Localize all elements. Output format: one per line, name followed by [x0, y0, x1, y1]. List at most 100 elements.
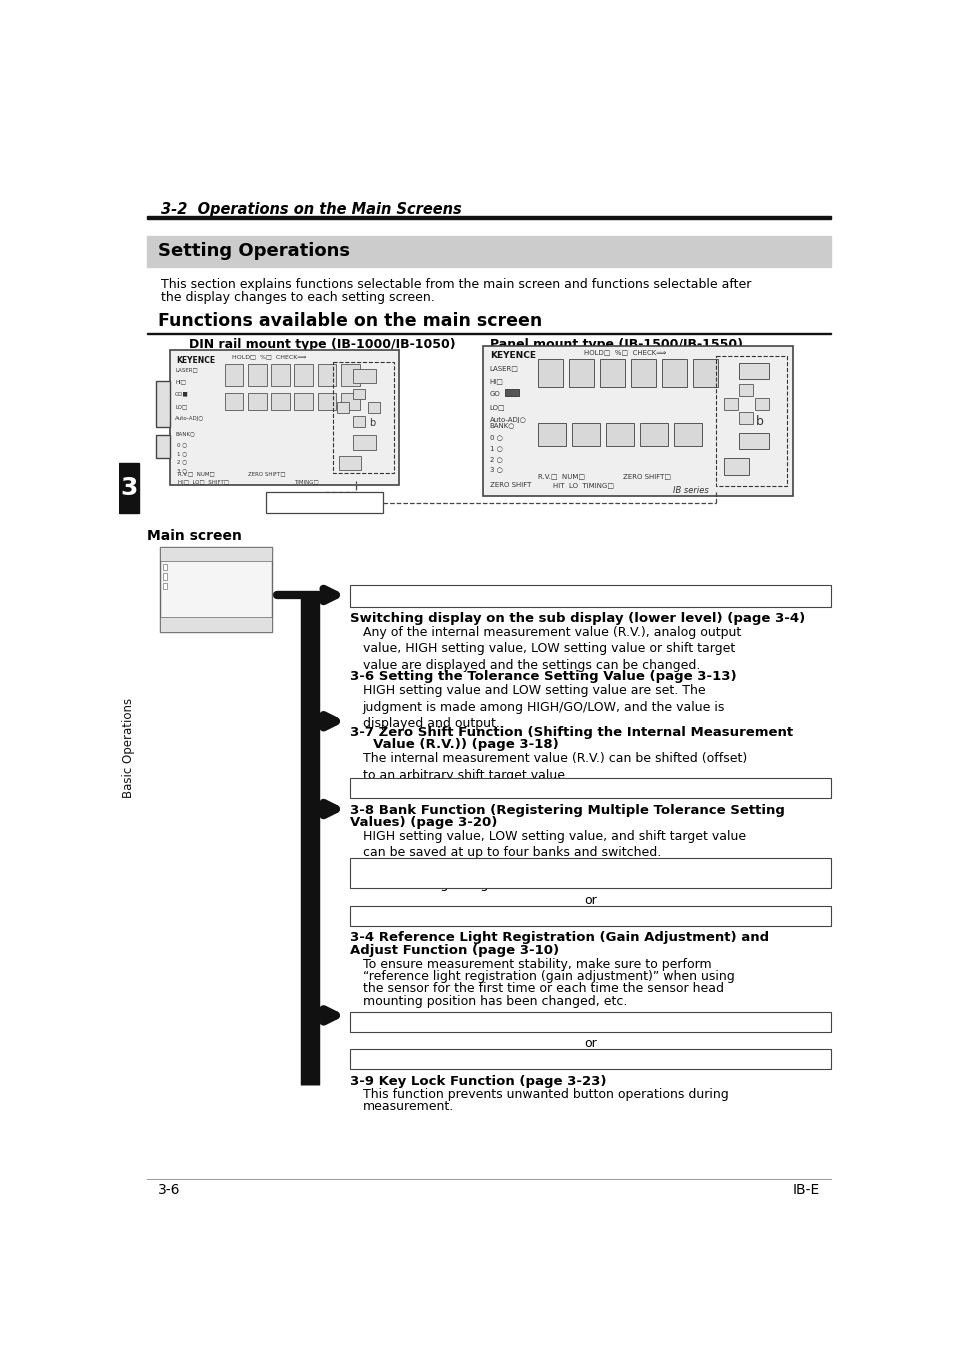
Bar — [723, 397, 737, 410]
Text: TIMING□: TIMING□ — [294, 479, 319, 484]
Text: LO□: LO□ — [489, 404, 505, 410]
Text: “reference light registration (gain adjustment)” when using: “reference light registration (gain adju… — [362, 969, 734, 983]
Bar — [271, 393, 290, 410]
Bar — [159, 548, 272, 561]
Text: 0 ○: 0 ○ — [176, 442, 187, 448]
Text: Values) (page 3-20): Values) (page 3-20) — [350, 817, 497, 829]
Bar — [353, 369, 375, 383]
Bar — [350, 1049, 830, 1069]
Bar — [723, 458, 748, 475]
Text: 3-7 Zero Shift Function (Shifting the Internal Measurement: 3-7 Zero Shift Function (Shifting the In… — [350, 726, 793, 740]
Text: This section explains functions selectable from the main screen and functions se: This section explains functions selectab… — [161, 277, 751, 291]
Bar — [537, 422, 565, 446]
Bar — [639, 422, 667, 446]
Text: the display changes to each setting screen.: the display changes to each setting scre… — [161, 291, 435, 304]
Text: 3-6: 3-6 — [158, 1183, 180, 1198]
Text: Press the [MODE] and ▼ buttons for approx. 2 seconds.: Press the [MODE] and ▼ buttons for appro… — [356, 1053, 723, 1067]
Text: 8: 8 — [344, 366, 353, 380]
Text: Value (R.V.)) (page 3-18): Value (R.V.)) (page 3-18) — [350, 738, 558, 752]
Text: HI□: HI□ — [174, 380, 186, 384]
Text: measurement.: measurement. — [362, 1101, 454, 1113]
Text: or: or — [583, 1037, 597, 1051]
Text: 8: 8 — [633, 362, 644, 380]
Text: b: b — [369, 418, 375, 427]
Bar — [692, 360, 717, 387]
Bar — [340, 393, 359, 410]
Text: 0 ○: 0 ○ — [489, 434, 502, 439]
Text: BANK○: BANK○ — [489, 422, 515, 429]
Bar — [224, 393, 243, 410]
Text: mounting position has been changed, etc.: mounting position has been changed, etc. — [362, 995, 626, 1007]
Bar — [568, 360, 593, 387]
Text: IB-E: IB-E — [792, 1183, 819, 1198]
Bar — [483, 346, 793, 496]
Bar — [336, 403, 349, 414]
Bar — [294, 393, 313, 410]
Text: 3: 3 — [120, 476, 138, 500]
Bar — [162, 573, 167, 580]
Text: IB series: IB series — [673, 487, 708, 495]
Text: SET: SET — [356, 437, 367, 442]
Text: SET: SET — [744, 435, 757, 442]
Text: Auto-ADJ○: Auto-ADJ○ — [489, 418, 526, 423]
Text: 8: 8 — [602, 362, 613, 380]
Text: Buttons used: Buttons used — [283, 496, 365, 510]
Text: HIGH setting value, LOW setting value, and shift target value
can be saved at up: HIGH setting value, LOW setting value, a… — [362, 830, 745, 860]
Text: Press the [MODE] and [SET] buttons for approx. 2 seconds.
(Reference light regis: Press the [MODE] and [SET] buttons for a… — [356, 863, 749, 891]
Bar — [248, 364, 266, 385]
Text: While pressing down the [MODE] button, press the ▲ or ▼ button.: While pressing down the [MODE] button, p… — [356, 781, 793, 795]
Bar — [162, 583, 167, 589]
Text: 3-9 Key Lock Function (page 3-23): 3-9 Key Lock Function (page 3-23) — [350, 1075, 606, 1088]
Text: Press the [MODE] and ▲ buttons for approx. 2 seconds.: Press the [MODE] and ▲ buttons for appro… — [356, 1015, 723, 1029]
Bar — [350, 906, 830, 926]
Bar — [317, 393, 335, 410]
Bar — [537, 360, 562, 387]
Text: GO: GO — [489, 391, 500, 397]
Text: or: or — [583, 894, 597, 907]
Text: BANK○: BANK○ — [174, 431, 194, 435]
Text: 2: 2 — [176, 592, 190, 612]
Bar — [147, 216, 830, 219]
Bar — [350, 859, 830, 887]
Bar — [350, 585, 830, 607]
Text: This function prevents unwanted button operations during: This function prevents unwanted button o… — [362, 1088, 727, 1101]
Text: R.V.□  NUM□: R.V.□ NUM□ — [178, 470, 214, 476]
Bar — [599, 360, 624, 387]
Text: HIT  LO  TIMING□: HIT LO TIMING□ — [553, 481, 614, 488]
Text: KEYENCE: KEYENCE — [176, 357, 215, 365]
Text: 3-2  Operations on the Main Screens: 3-2 Operations on the Main Screens — [161, 203, 461, 218]
Bar — [661, 360, 686, 387]
Bar — [350, 1011, 830, 1032]
Bar — [248, 393, 266, 410]
Text: 8: 8 — [321, 366, 330, 380]
Bar — [353, 416, 365, 427]
Text: 100: 100 — [194, 592, 234, 612]
Bar — [739, 433, 768, 449]
Bar — [739, 412, 753, 425]
Text: HI□: HI□ — [489, 377, 503, 384]
Text: R.V.□  NUM□: R.V.□ NUM□ — [537, 473, 584, 479]
Bar — [119, 462, 139, 514]
Text: 8: 8 — [298, 366, 306, 380]
Text: GO■: GO■ — [174, 392, 189, 396]
Text: LO□: LO□ — [174, 404, 187, 410]
Text: 2 ○: 2 ○ — [489, 456, 502, 461]
Bar — [156, 435, 171, 458]
Text: LASER□: LASER□ — [489, 365, 518, 370]
Bar — [571, 422, 599, 446]
Text: KEYENCE: KEYENCE — [489, 352, 536, 360]
Text: 8: 8 — [252, 366, 260, 380]
Text: 3-8 Bank Function (Registering Multiple Tolerance Setting: 3-8 Bank Function (Registering Multiple … — [350, 803, 784, 817]
Bar — [333, 362, 394, 473]
Bar — [353, 388, 365, 399]
Bar — [505, 388, 518, 396]
Bar — [630, 360, 655, 387]
Text: Auto-ADJ○: Auto-ADJ○ — [174, 416, 204, 422]
Bar — [317, 364, 335, 385]
Text: 2: 2 — [176, 562, 194, 592]
Text: Panel mount type (IB-1500/IB-1550): Panel mount type (IB-1500/IB-1550) — [489, 338, 742, 350]
Text: HOLD□  %□  CHECK⟹: HOLD□ %□ CHECK⟹ — [583, 349, 666, 356]
Text: 1 ○: 1 ○ — [176, 452, 187, 456]
Bar — [171, 350, 398, 485]
Text: LASER□: LASER□ — [174, 366, 197, 372]
